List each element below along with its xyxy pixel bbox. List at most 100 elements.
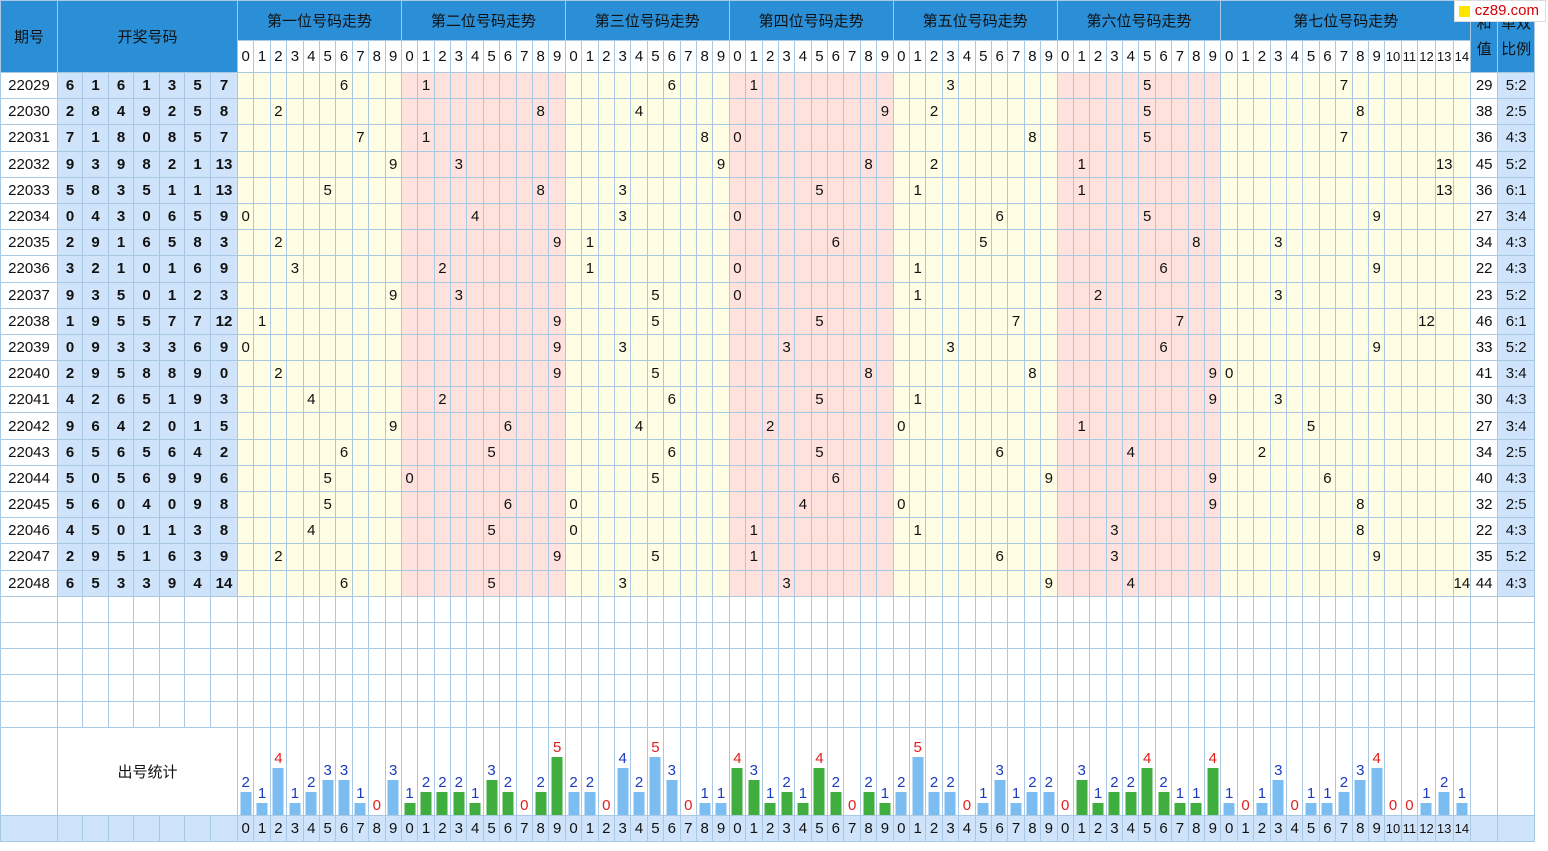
trend-cell [958, 464, 976, 493]
trend-cell [613, 490, 632, 519]
trend-cell [1269, 71, 1288, 100]
trend-cell [433, 412, 452, 440]
table-row[interactable]: 22046 4 5 0 1 1 3 8 4 5 0 1 1 3 8 22 4:3 [0, 517, 1536, 545]
trend-cell [482, 255, 501, 283]
table-row[interactable]: 22039 0 9 3 3 3 6 9 0 9 3 3 3 6 9 33 5:2 [0, 333, 1536, 362]
table-row[interactable]: 22045 5 6 0 4 0 9 8 5 6 0 4 0 9 8 32 2:5 [0, 490, 1536, 519]
table-row[interactable]: 22036 3 2 1 0 1 6 9 3 2 1 0 1 6 9 22 4:3 [0, 255, 1536, 283]
trend-cell [1007, 150, 1025, 178]
trend-cell [925, 517, 943, 545]
table-row[interactable]: 22047 2 9 5 1 6 3 9 2 9 5 1 6 3 9 35 5:2 [0, 543, 1536, 571]
empty-cell [1417, 674, 1436, 702]
trend-cell [1452, 202, 1472, 231]
stat-bar [453, 791, 465, 815]
digit-label: 4 [466, 40, 484, 73]
empty-cell [184, 700, 211, 728]
trend-cell [613, 124, 632, 152]
trend-cell [794, 229, 812, 257]
digit-label: 1 [1236, 40, 1255, 73]
trend-cell [1007, 360, 1025, 388]
table-row[interactable]: 22030 2 8 4 9 2 5 8 2 8 4 9 2 5 8 38 2:5 [0, 98, 1536, 126]
trend-cell [1335, 333, 1353, 362]
trend-cell [1452, 176, 1472, 204]
trend-cell [515, 281, 534, 309]
empty-cell [184, 595, 211, 623]
ratio-cell: 6:1 [1497, 176, 1536, 204]
table-row[interactable]: 22031 7 1 8 0 8 5 7 7 1 8 0 8 5 7 36 4:3 [0, 124, 1536, 152]
trend-cell [1417, 438, 1436, 466]
table-row[interactable]: 22035 2 9 1 6 5 8 3 2 9 1 6 5 8 3 34 4:3 [0, 229, 1536, 257]
trend-cell [892, 98, 911, 126]
trend-cell [581, 281, 599, 309]
table-row[interactable]: 22048 6 5 3 3 9 4 14 6 5 3 3 9 4 14 44 4:3 [0, 569, 1536, 597]
sum-cell: 23 [1470, 281, 1499, 309]
empty-cell [827, 595, 845, 623]
digit-label: 3 [613, 40, 632, 73]
table-row[interactable]: 22033 5 8 3 5 1 1 13 5 8 3 5 1 1 13 36 6:1 [0, 176, 1536, 204]
trend-cell [958, 124, 976, 152]
trend-hit: 1 [909, 281, 927, 309]
trend-cell [564, 150, 583, 178]
stat-cell: 0 [679, 726, 697, 816]
trend-cell [236, 255, 255, 283]
table-row[interactable]: 22042 9 6 4 2 0 1 5 9 6 4 2 0 1 5 27 3:4 [0, 412, 1536, 440]
table-row[interactable]: 22029 6 1 6 1 3 5 7 6 1 6 1 3 5 7 29 5:2 [0, 71, 1536, 100]
table-row[interactable]: 22040 2 9 5 8 8 9 0 2 9 5 8 8 9 0 41 3:4 [0, 360, 1536, 388]
table-row[interactable]: 22037 9 3 5 0 1 2 3 9 3 5 0 1 2 3 23 5:2 [0, 281, 1536, 309]
empty-cell [1072, 700, 1091, 728]
trend-cell [1187, 333, 1206, 362]
trend-cell [646, 386, 665, 414]
trend-cell [532, 229, 550, 257]
trend-cell [745, 360, 763, 388]
site-logo[interactable]: cz89.com [1453, 0, 1546, 22]
trend-cell [450, 124, 468, 152]
trend-cell [499, 360, 517, 388]
trend-cell [1318, 307, 1337, 335]
trend-cell [236, 517, 255, 545]
trend-cell [532, 569, 550, 597]
trend-cell [450, 307, 468, 335]
trend-cell [1154, 569, 1173, 597]
trend-cell [1384, 98, 1402, 126]
stat-bar-box: 3 [337, 729, 351, 815]
period-cell: 22039 [0, 333, 58, 362]
draw-number: 4 [108, 412, 134, 440]
trend-cell [1204, 333, 1222, 362]
digit-label: 5 [974, 40, 992, 73]
table-row[interactable]: 22044 5 0 5 6 9 9 6 5 0 5 6 9 9 6 40 4:3 [0, 464, 1536, 493]
trend-cell [909, 202, 927, 231]
table-row[interactable]: 22043 6 5 6 5 6 4 2 6 5 6 5 6 4 2 34 2:5 [0, 438, 1536, 466]
trend-cell [1434, 517, 1454, 545]
trend-cell [1434, 333, 1454, 362]
table-row[interactable]: 22034 0 4 3 0 6 5 9 0 4 3 0 6 5 9 27 3:4 [0, 202, 1536, 231]
trend-cell [909, 98, 927, 126]
trend-cell [679, 333, 697, 362]
trend-cell [1138, 412, 1156, 440]
stat-cell: 1 [1417, 726, 1436, 816]
trend-cell [990, 464, 1009, 493]
stat-value: 2 [585, 773, 595, 791]
empty-cell [597, 700, 615, 728]
trend-hit: 6 [827, 229, 845, 257]
stat-bar [436, 791, 448, 815]
table-row[interactable]: 22032 9 3 9 8 2 1 13 9 3 9 8 2 1 13 45 5:2 [0, 150, 1536, 178]
stat-bar-box: 2 [583, 729, 597, 815]
axis-digit: 0 [728, 814, 747, 842]
trend-cell [1335, 307, 1353, 335]
empty-cell [1253, 621, 1271, 650]
trend-cell [958, 229, 976, 257]
empty-cell [1220, 621, 1238, 650]
empty-cell [892, 621, 911, 650]
axis-blank [210, 814, 238, 842]
trend-cell [368, 517, 386, 545]
trend-cell [1253, 71, 1271, 100]
table-row[interactable]: 22038 1 9 5 5 7 7 12 1 9 5 5 7 7 12 46 6:1 [0, 307, 1536, 335]
trend-cell [630, 176, 648, 204]
trend-cell [761, 176, 779, 204]
trend-cell [302, 360, 320, 388]
trend-cell [1302, 176, 1320, 204]
table-row[interactable]: 22041 4 2 6 5 1 9 3 4 2 6 5 1 9 3 30 4:3 [0, 386, 1536, 414]
trend-cell [892, 255, 911, 283]
trend-cell [712, 307, 730, 335]
empty-cell [384, 621, 402, 650]
